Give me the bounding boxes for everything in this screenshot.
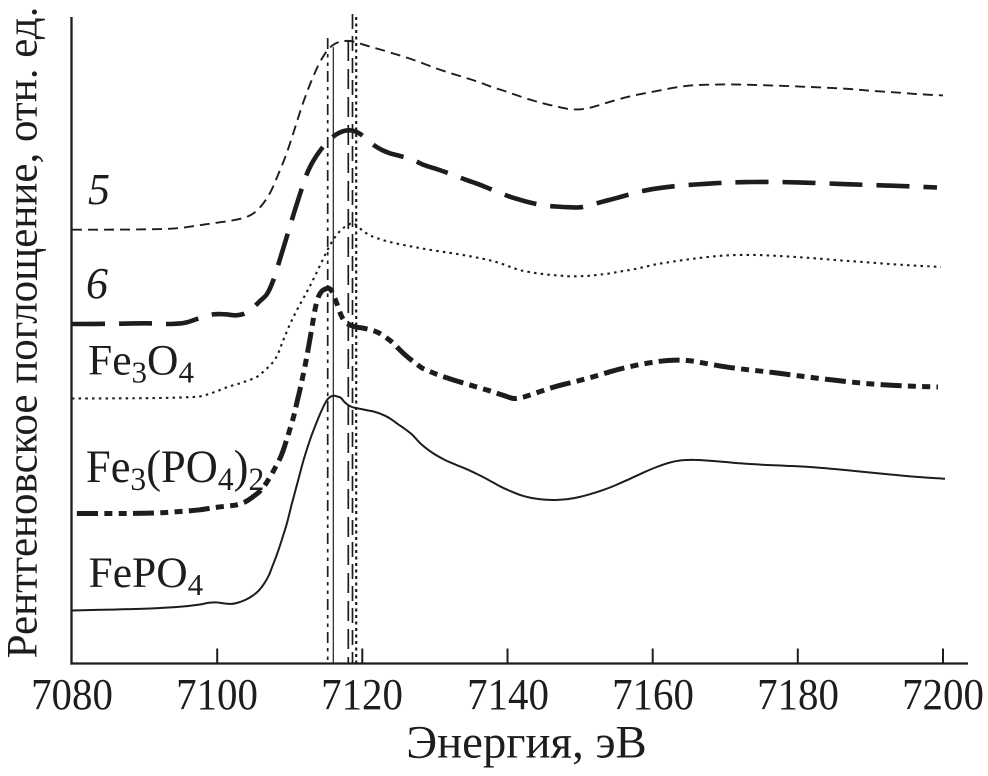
svg-text:7140: 7140: [467, 671, 549, 720]
svg-text:Fe3 O4: Fe3 O4: [88, 337, 194, 390]
svg-text:7120: 7120: [321, 671, 403, 720]
svg-text:6: 6: [86, 259, 108, 308]
svg-text:Рентгеновское поглощение, отн.: Рентгеновское поглощение, отн. ед.: [0, 7, 47, 659]
svg-text:7200: 7200: [902, 671, 984, 720]
svg-text:5: 5: [88, 165, 110, 214]
svg-text:Энергия, эВ: Энергия, эВ: [406, 717, 647, 769]
svg-text:7160: 7160: [612, 671, 694, 720]
svg-text:7080: 7080: [31, 671, 113, 720]
svg-text:FePO4: FePO4: [89, 549, 204, 602]
svg-text:7180: 7180: [757, 671, 839, 720]
svg-text:Fe3 (PO4 )2: Fe3 (PO4 )2: [86, 440, 264, 497]
svg-text:7100: 7100: [176, 671, 258, 720]
